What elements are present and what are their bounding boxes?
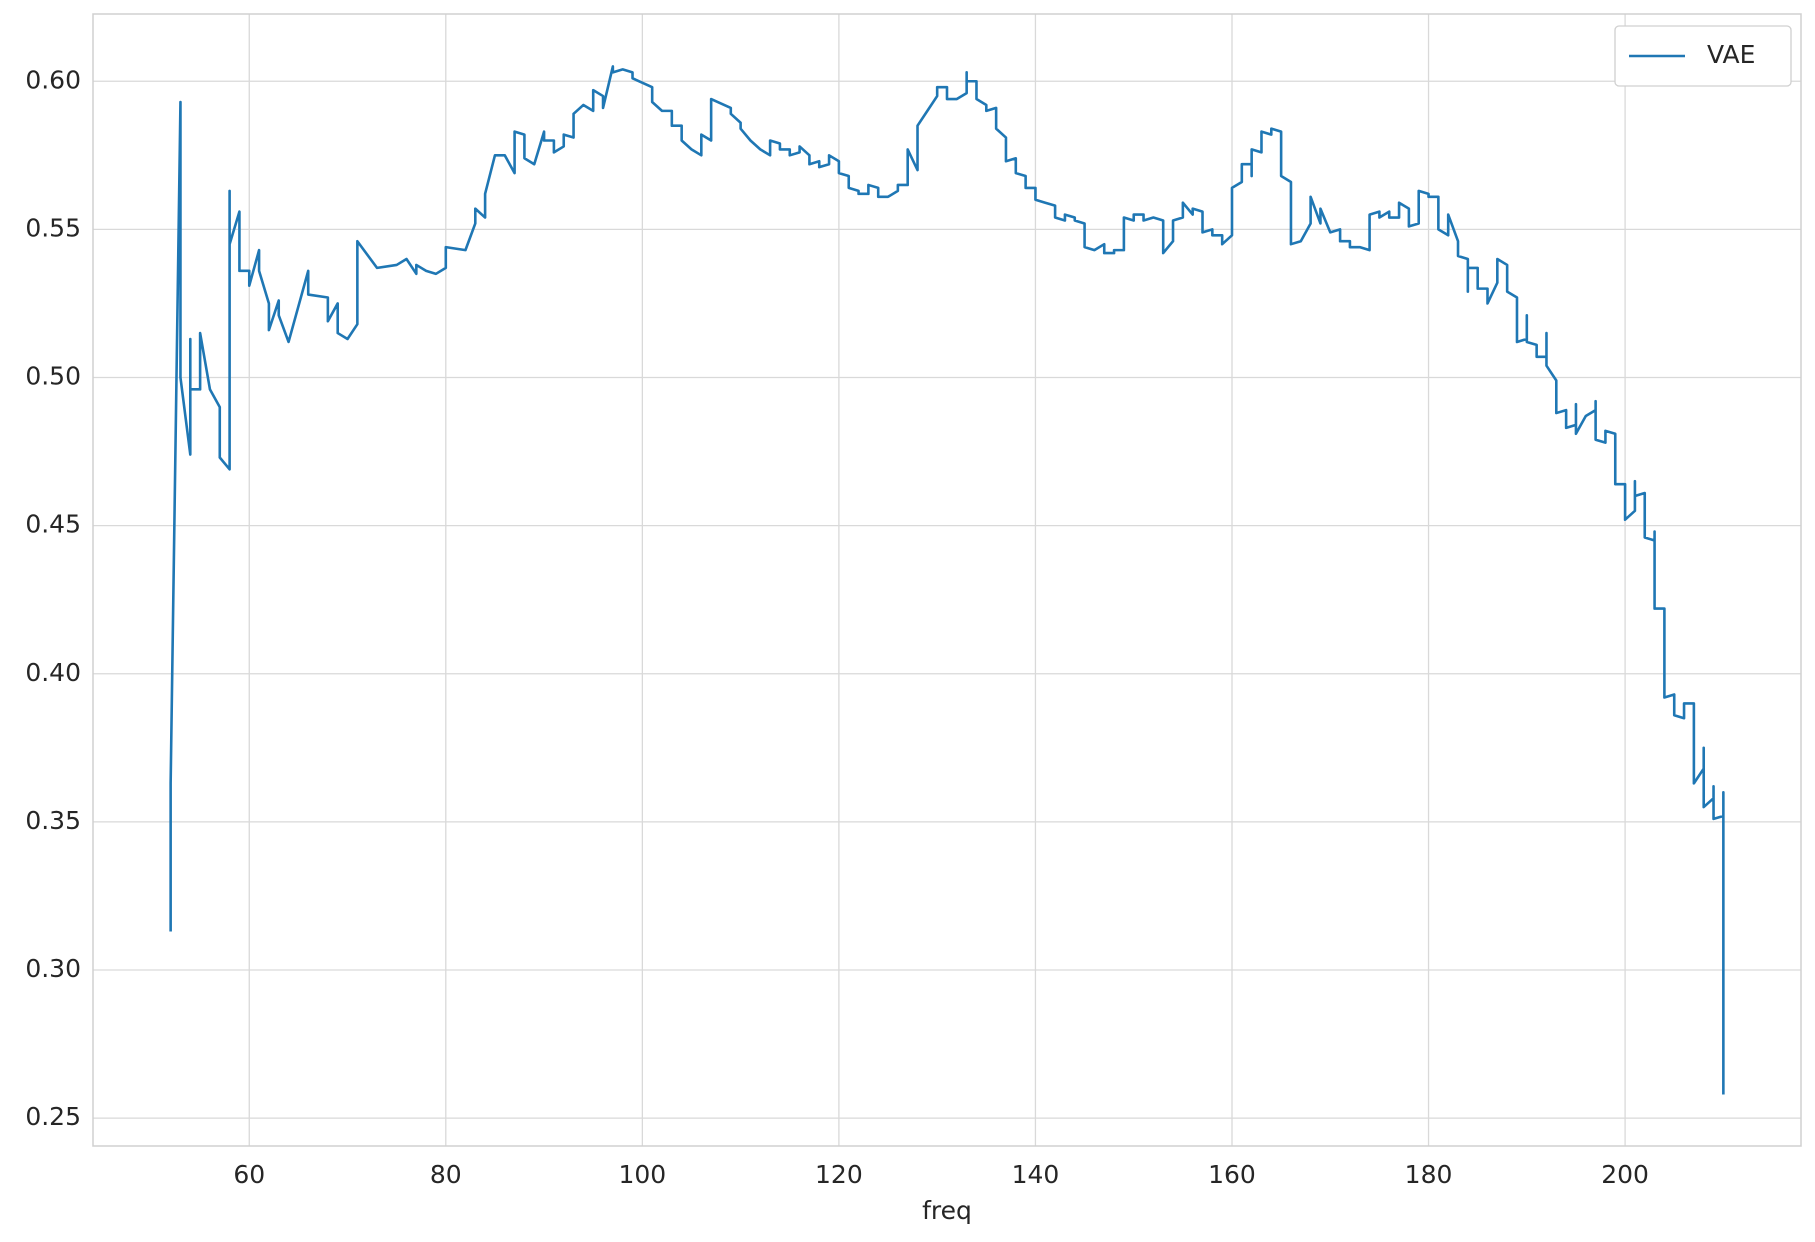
y-tick-label: 0.25 [25, 1102, 81, 1131]
x-tick-label: 100 [618, 1160, 666, 1189]
y-tick-label: 0.60 [25, 65, 81, 94]
y-tick-label: 0.45 [25, 510, 81, 539]
x-tick-label: 60 [233, 1160, 265, 1189]
y-tick-label: 0.40 [25, 658, 81, 687]
legend-box [1614, 25, 1792, 87]
x-tick-label: 160 [1208, 1160, 1256, 1189]
data-line [169, 65, 1725, 1095]
y-tick-label: 0.50 [25, 362, 81, 391]
x-tick-label: 80 [430, 1160, 462, 1189]
y-tick-label: 0.55 [25, 213, 81, 242]
x-tick-label: 180 [1405, 1160, 1453, 1189]
x-tick-label: 120 [815, 1160, 863, 1189]
legend-label: VAE [1707, 40, 1755, 69]
y-tick-label: 0.30 [25, 954, 81, 983]
y-tick-label: 0.35 [25, 806, 81, 835]
x-tick-label: 140 [1012, 1160, 1060, 1189]
plot-frame [92, 13, 1802, 1147]
x-axis-label: freq [922, 1196, 972, 1225]
x-tick-label: 200 [1601, 1160, 1649, 1189]
